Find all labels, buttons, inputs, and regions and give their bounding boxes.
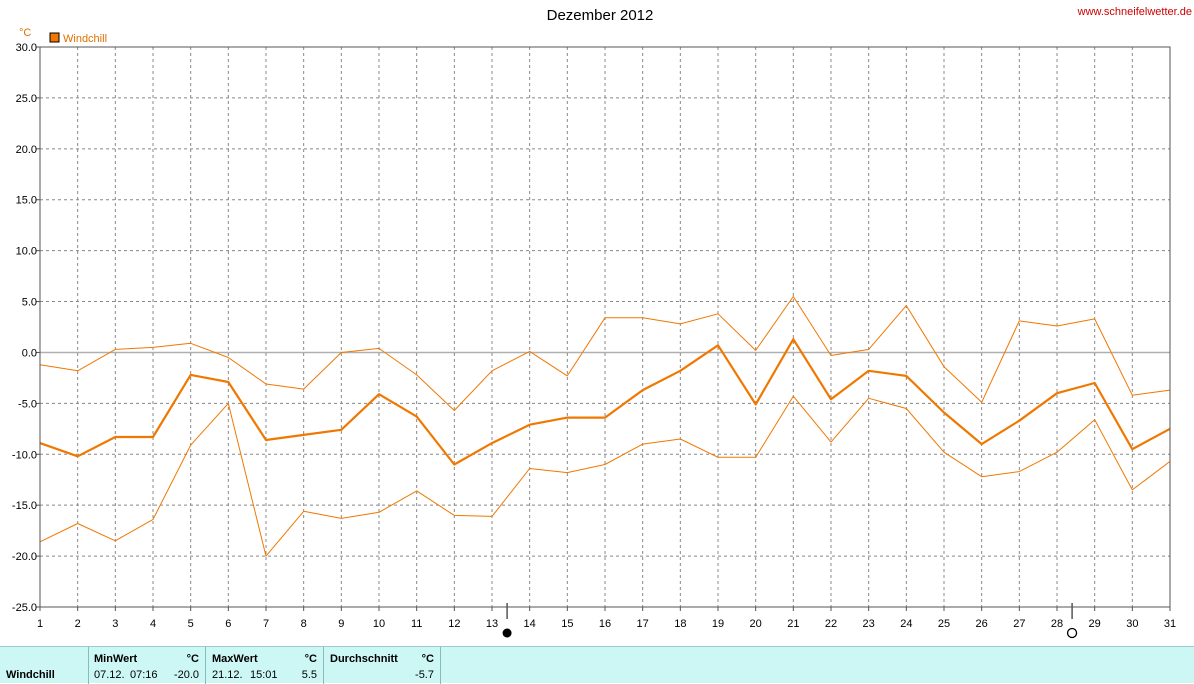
stats-max-cell: MaxWert °C 21.12. 15:01 5.5 [206,647,324,684]
y-tick-label: 15.0 [16,195,37,207]
stats-label-cell: Windchill [0,647,89,684]
stats-min-cell: MinWert °C 07.12. 07:16 -20.0 [89,647,206,684]
y-tick-label: -10.0 [12,449,37,461]
stats-label: Windchill [6,669,55,681]
y-tick-label: 10.0 [16,246,37,258]
y-tick-label: 5.0 [22,297,37,309]
y-tick-label: -20.0 [12,551,37,563]
x-tick-label: 11 [411,618,422,630]
min-time: 07:16 [130,669,158,681]
site-url[interactable]: www.schneifelwetter.de [1077,6,1192,18]
stats-bar: Windchill MinWert °C 07.12. 07:16 -20.0 … [0,646,1194,684]
x-tick-label: 14 [524,618,536,630]
new-moon-icon [502,628,512,638]
x-tick-label: 19 [712,618,724,630]
x-tick-label: 22 [825,618,837,630]
x-tick-label: 27 [1013,618,1025,630]
y-axis-unit: °C [19,27,31,39]
y-tick-label: 25.0 [16,93,37,105]
max-unit: °C [304,653,317,665]
x-tick-label: 21 [787,618,799,630]
full-moon-icon [1066,627,1078,639]
series-line-avg [39,338,1171,466]
x-tick-label: 9 [338,618,344,630]
x-tick-label: 23 [863,618,875,630]
series-line-max [39,296,1171,411]
x-tick-label: 25 [938,618,950,630]
y-tick-label: 0.0 [22,347,37,359]
min-header: MinWert [94,653,138,665]
x-tick-label: 10 [373,618,385,630]
y-tick-label: -5.0 [18,398,37,410]
legend-label: Windchill [63,33,107,45]
min-value: -20.0 [173,669,199,681]
x-tick-label: 18 [674,618,686,630]
x-tick-label: 30 [1126,618,1138,630]
max-value: 5.5 [301,669,317,681]
min-unit: °C [186,653,199,665]
x-tick-label: 6 [225,618,231,630]
x-tick-label: 16 [599,618,611,630]
x-tick-label: 12 [448,618,460,630]
max-date: 21.12. [212,669,243,681]
x-tick-label: 24 [900,618,912,630]
x-tick-label: 15 [561,618,573,630]
avg-unit: °C [421,653,434,665]
x-tick-label: 20 [750,618,762,630]
x-tick-label: 2 [75,618,81,630]
series-line-min [39,395,1171,557]
chart-title: Dezember 2012 [547,7,654,24]
x-tick-label: 26 [976,618,988,630]
stats-avg-cell: Durchschnitt °C -5.7 [324,647,441,684]
x-tick-label: 1 [37,618,43,630]
avg-value: -5.7 [415,669,434,681]
x-tick-label: 4 [150,618,156,630]
y-tick-label: 30.0 [16,42,37,54]
x-tick-label: 17 [637,618,649,630]
plot-frame [39,46,1171,608]
min-date: 07.12. [94,669,125,681]
windchill-chart: Dezember 2012 www.schneifelwetter.de °C … [12,6,1192,639]
x-tick-label: 31 [1164,618,1176,630]
max-header: MaxWert [212,653,258,665]
legend-swatch [49,32,60,43]
x-tick-label: 3 [112,618,118,630]
y-tick-label: -25.0 [12,602,37,614]
x-tick-label: 8 [301,618,307,630]
x-tick-label: 28 [1051,618,1063,630]
y-tick-label: 20.0 [16,144,37,156]
max-time: 15:01 [250,669,278,681]
avg-header: Durchschnitt [330,653,398,665]
x-tick-label: 29 [1089,618,1101,630]
x-tick-label: 7 [263,618,269,630]
y-tick-label: -15.0 [12,500,37,512]
x-tick-label: 13 [486,618,498,630]
x-tick-label: 5 [188,618,194,630]
